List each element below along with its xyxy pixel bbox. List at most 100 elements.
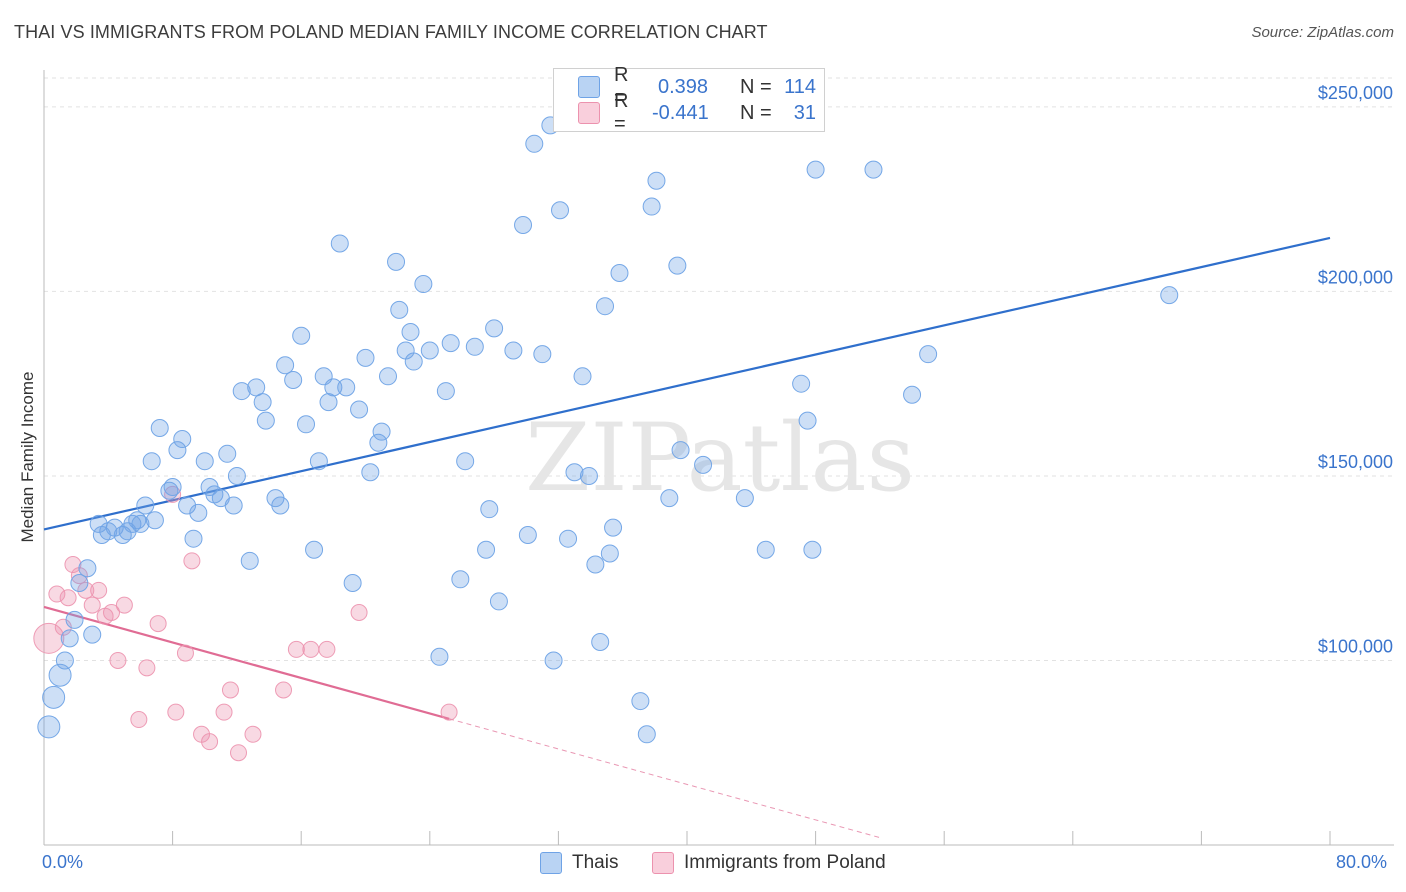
thais-point: [240, 551, 259, 570]
thais-point: [465, 337, 484, 356]
y-tick-label: $150,000: [1318, 452, 1393, 472]
thais-point: [379, 367, 398, 386]
poland-trend-line: [43, 605, 450, 720]
thais-point: [350, 400, 369, 419]
poland-point: [59, 589, 77, 607]
thais-point: [451, 570, 470, 589]
thais-point: [178, 496, 197, 515]
thais-point: [642, 197, 661, 216]
thais-point: [195, 452, 214, 471]
thais-point: [420, 341, 439, 360]
y-tick-label: $250,000: [1318, 83, 1393, 103]
thais-point: [37, 715, 61, 739]
chart-title: THAI VS IMMIGRANTS FROM POLAND MEDIAN FA…: [14, 22, 768, 42]
thais-point: [337, 378, 356, 397]
source-label: Source: ZipAtlas.com: [1251, 24, 1394, 41]
thais-point: [792, 374, 811, 393]
thais-point: [504, 341, 523, 360]
thais-point: [404, 352, 423, 371]
thais-point: [430, 647, 449, 666]
grid-lines: [44, 77, 1394, 661]
thais-point: [668, 256, 687, 275]
thais-point: [309, 452, 328, 471]
thais-point: [70, 573, 89, 592]
thais-point: [480, 500, 499, 519]
r-value: 0.398: [658, 75, 709, 98]
thais-point: [284, 371, 303, 389]
thais-point: [525, 134, 544, 153]
thais-point: [356, 348, 375, 367]
thais-point: [136, 496, 155, 515]
thais-point: [551, 201, 570, 220]
thais-point: [586, 555, 605, 574]
thais-point: [518, 526, 537, 544]
thais-point: [387, 252, 406, 271]
thais-point: [163, 478, 182, 497]
poland-legend-swatch: [652, 852, 674, 874]
thais-point: [83, 625, 102, 644]
thais-point: [361, 463, 380, 482]
poland-point: [350, 604, 368, 621]
thais-point: [756, 540, 775, 559]
thais-point: [671, 441, 690, 460]
legend-label-poland: Immigrants from Poland: [684, 852, 886, 873]
poland-point: [201, 733, 219, 751]
thais-point: [173, 430, 192, 449]
n-label: N =: [740, 75, 772, 98]
y-tick-labels: $100,000 $150,000 $200,000 $250,000: [1318, 83, 1393, 657]
poland-point: [103, 604, 121, 621]
thais-swatch: [578, 76, 600, 98]
thais-point: [330, 234, 349, 253]
poland-swatch: [578, 102, 600, 124]
r-value: -0.441: [652, 101, 709, 124]
thais-point: [441, 334, 460, 353]
poland-point: [287, 640, 305, 658]
thais-point: [145, 511, 164, 530]
thais-point: [1160, 286, 1179, 305]
thais-legend-swatch: [540, 852, 562, 874]
thais-point: [559, 529, 578, 548]
poland-point: [318, 640, 336, 658]
thais-point: [78, 559, 97, 578]
thais-point: [544, 651, 563, 670]
thais-point: [694, 455, 713, 474]
thais-trend-line: [43, 236, 1331, 531]
poland-point: [176, 644, 194, 662]
thais-point: [390, 300, 409, 319]
legend-label-thais: Thais: [572, 852, 619, 873]
thais-point: [184, 529, 203, 548]
thais-point: [48, 663, 72, 687]
y-tick-label: $100,000: [1318, 636, 1393, 656]
thais-point: [343, 573, 362, 592]
poland-point: [221, 681, 239, 699]
thais-point: [42, 685, 66, 709]
thais-point: [305, 540, 324, 559]
thais-point: [798, 411, 817, 430]
thais-point: [660, 489, 679, 508]
poland-point: [149, 615, 167, 633]
thais-point: [604, 518, 623, 537]
thais-point: [297, 415, 316, 434]
thais-point: [189, 503, 208, 522]
thais-point: [319, 393, 338, 412]
stats-legend: R = 0.398 N = 114 R = -0.441 N = 31: [553, 64, 825, 135]
thais-point: [232, 382, 251, 401]
thais-point: [168, 441, 187, 460]
poland-point: [167, 703, 185, 721]
poland-point: [138, 659, 156, 677]
thais-point: [485, 319, 504, 338]
thais-point: [271, 496, 290, 515]
poland-point: [440, 703, 458, 721]
thais-point: [414, 275, 433, 294]
thais-point: [60, 629, 79, 648]
stats-row-thais: R = 0.398 N = 114: [578, 64, 816, 109]
thais-point: [647, 171, 666, 190]
n-value: 31: [793, 101, 816, 124]
thais-point: [919, 345, 938, 364]
legend-item-thais: Thais: [540, 852, 618, 874]
poland-point: [302, 640, 320, 658]
watermark: ZIPatlas: [525, 404, 915, 513]
thais-point: [218, 444, 237, 463]
thais-point: [436, 382, 455, 401]
